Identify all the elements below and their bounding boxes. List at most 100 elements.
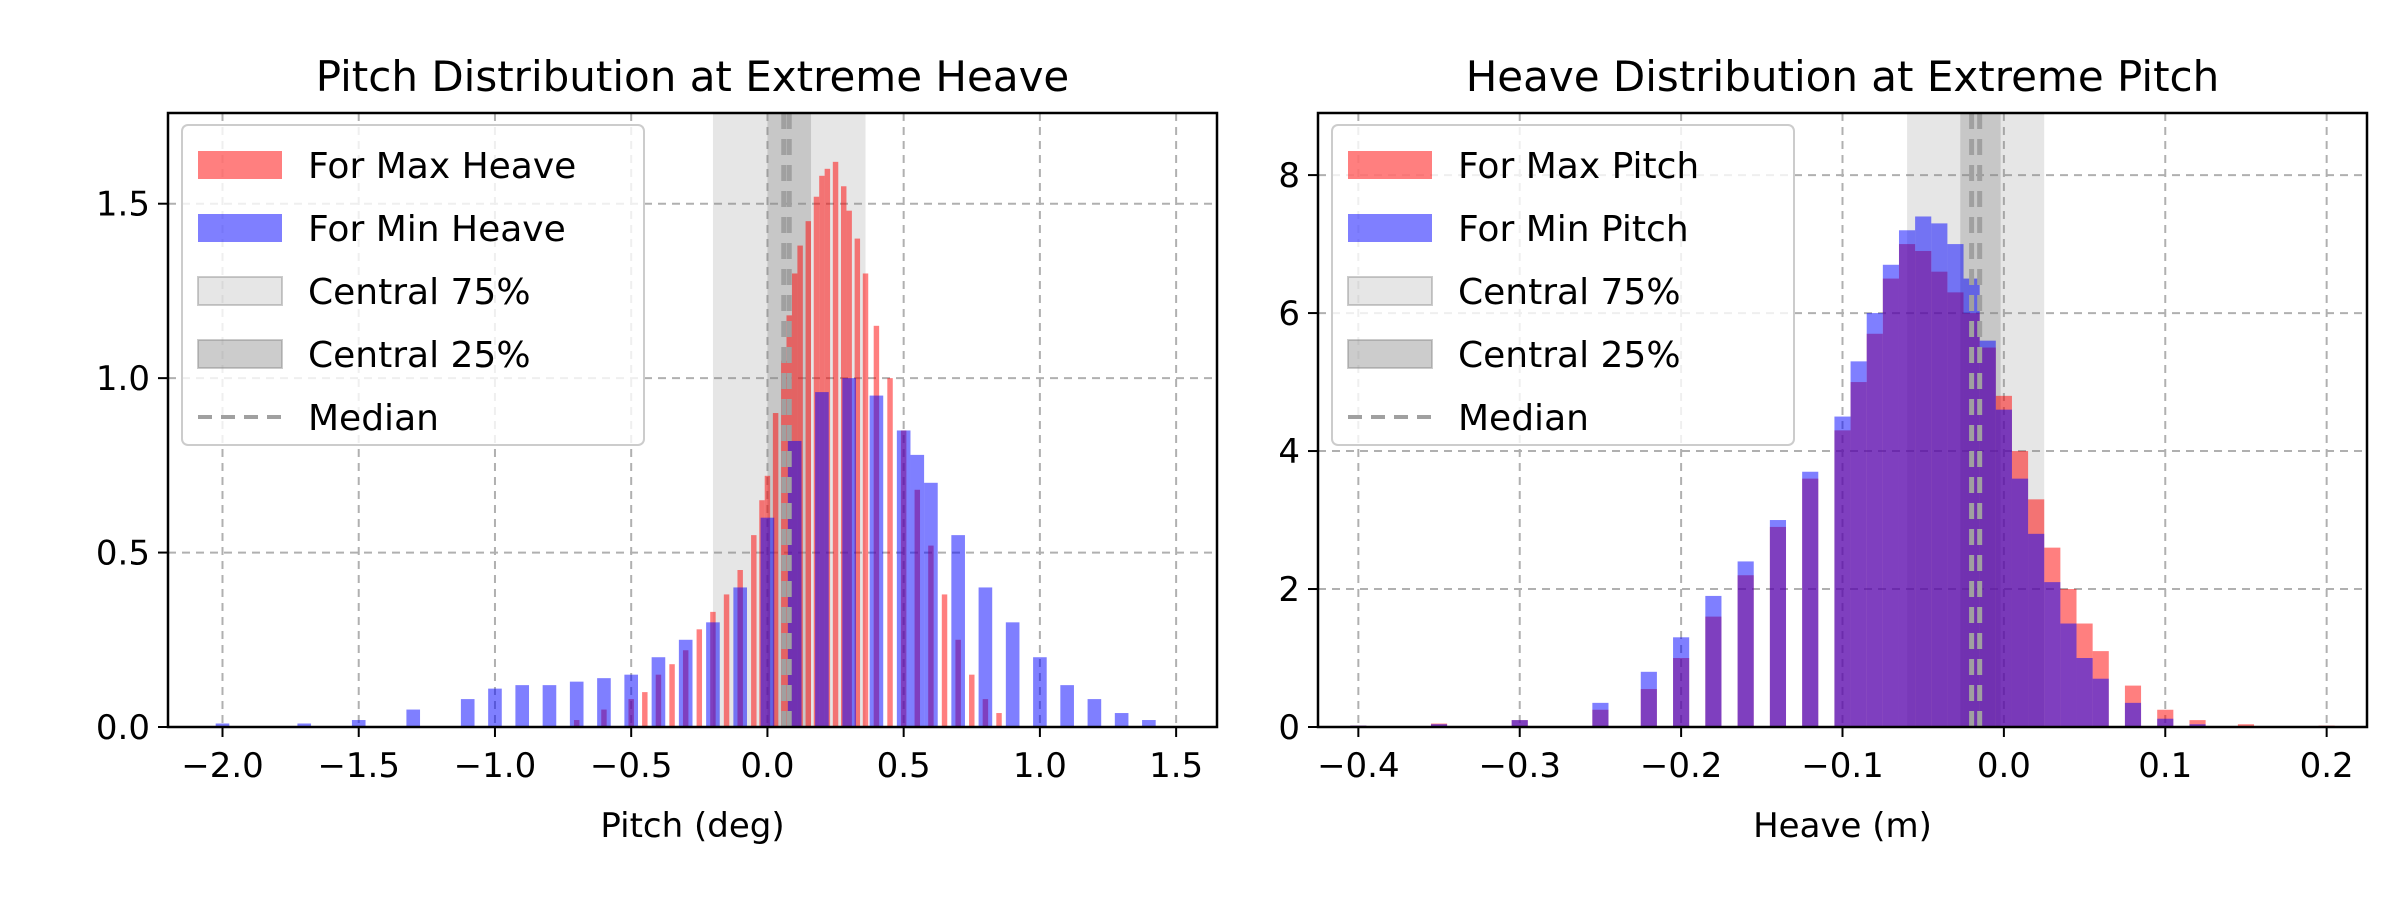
histogram-bar (2237, 724, 2255, 727)
histogram-bar (887, 378, 893, 727)
series-1 (215, 378, 1156, 727)
histogram-bar (869, 395, 884, 727)
histogram-bar (1769, 520, 1787, 727)
histogram-bar (1640, 671, 1657, 727)
histogram-bar (751, 535, 757, 727)
histogram-bar (1963, 278, 1980, 727)
histogram-bar (351, 720, 366, 727)
histogram-bar (2189, 720, 2206, 727)
legend: For Max Pitch For Min Pitch Central 75% Cen… (1331, 124, 1795, 446)
histogram-bar (733, 587, 747, 727)
legend-label: Central 75% (308, 272, 531, 313)
histogram-bar (1931, 223, 1948, 727)
histogram-bar (2157, 718, 2174, 727)
histogram-bar (678, 639, 693, 727)
histogram-bar (832, 161, 839, 727)
histogram-bar (1915, 216, 1932, 727)
histogram-bar (941, 594, 948, 727)
axes-frame (166, 111, 1219, 729)
y-tick-label: 6 (1278, 294, 1300, 334)
series-1 (1350, 216, 2206, 727)
histogram-bars (215, 161, 1156, 727)
legend-label: For Max Pitch (1458, 146, 1699, 187)
x-tick-label: 1.0 (1013, 746, 1067, 786)
histogram-bar (297, 723, 312, 727)
legend-label: For Min Pitch (1458, 209, 1689, 250)
x-axis-label: Pitch (deg) (600, 806, 784, 846)
x-tick-label: 0.0 (740, 746, 794, 786)
histogram-bar (1033, 657, 1047, 727)
heave-histogram-panel: −0.4 −0.3 −0.2 −0.1 0.0 0.1 0.2 0 2 4 6 8 Heave Dist… (1278, 52, 2369, 846)
histogram-bar (896, 430, 911, 727)
x-tick-label: −1.0 (454, 746, 537, 786)
legend-swatch (197, 276, 283, 306)
histogram-bar (996, 713, 1002, 727)
legend-label: For Max Heave (308, 146, 576, 187)
y-tick-label: 4 (1278, 432, 1300, 472)
histogram-bar (2092, 678, 2109, 727)
histogram-bar (2060, 623, 2077, 727)
histogram-bar (1142, 720, 1156, 727)
histogram-bar (805, 221, 812, 727)
histogram-bar (569, 681, 584, 727)
histogram-bar (488, 688, 502, 727)
histogram-bar (2044, 582, 2061, 727)
histogram-bar (1882, 264, 1899, 727)
histogram-bar (642, 692, 648, 727)
legend-swatch (1347, 339, 1433, 369)
histogram-bar (1995, 409, 2012, 727)
histogram-bar (2124, 702, 2142, 727)
histogram-bar (1705, 595, 1722, 727)
histogram-bar (669, 664, 675, 727)
histogram-bar (1087, 699, 1102, 727)
histogram-bar (969, 674, 975, 727)
x-tick-label: −0.1 (1801, 746, 1884, 786)
histogram-bar (215, 723, 230, 727)
legend-swatch (1348, 151, 1432, 179)
histogram-bar (1850, 361, 1867, 727)
histogram-bar (542, 685, 557, 727)
y-tick-label: 0 (1278, 708, 1300, 748)
chart-title: Pitch Distribution at Extreme Heave (316, 52, 1070, 101)
legend: For Max Heave For Min Heave Central 75% Cen… (181, 124, 645, 446)
histogram-bar (1866, 313, 1883, 727)
histogram-bars (1350, 216, 2335, 727)
histogram-bar (651, 657, 666, 727)
x-axis-label: Heave (m) (1753, 806, 1932, 846)
histogram-bar (723, 594, 730, 727)
histogram-bar (1592, 702, 1609, 727)
histogram-bar (951, 535, 965, 727)
x-tick-label: 0.1 (2138, 746, 2192, 786)
histogram-bar (460, 699, 475, 727)
histogram-bar (406, 709, 421, 727)
histogram-bar (1737, 561, 1754, 727)
histogram-bar (1060, 685, 1074, 727)
legend-label: Median (1458, 398, 1589, 439)
histogram-bar (1947, 244, 1964, 727)
x-tick-label: −0.3 (1478, 746, 1561, 786)
histogram-bar (624, 674, 639, 727)
histogram-bar (2011, 478, 2029, 727)
legend-label: For Min Heave (308, 209, 566, 250)
histogram-bar (1802, 471, 1819, 727)
legend-label: Median (308, 398, 439, 439)
histogram-bar (1511, 720, 1528, 727)
x-tick-label: −0.4 (1317, 746, 1400, 786)
histogram-bar (2189, 724, 2206, 727)
histogram-bar (1673, 637, 1690, 727)
y-tick-label: 8 (1278, 156, 1300, 196)
histogram-bar (1834, 416, 1851, 727)
legend-swatch (197, 339, 283, 369)
histogram-bar (854, 238, 861, 727)
legend-label: Central 25% (308, 335, 531, 376)
histogram-bar (862, 273, 869, 727)
histogram-bar (772, 413, 779, 727)
legend-label: Central 25% (1458, 335, 1681, 376)
y-tick-label: 0.5 (96, 534, 150, 574)
chart-title: Heave Distribution at Extreme Pitch (1466, 52, 2220, 101)
histogram-bar (706, 622, 720, 727)
x-tick-label: 0.2 (2300, 746, 2354, 786)
histogram-bar (910, 454, 925, 727)
histogram-bar (978, 587, 993, 727)
